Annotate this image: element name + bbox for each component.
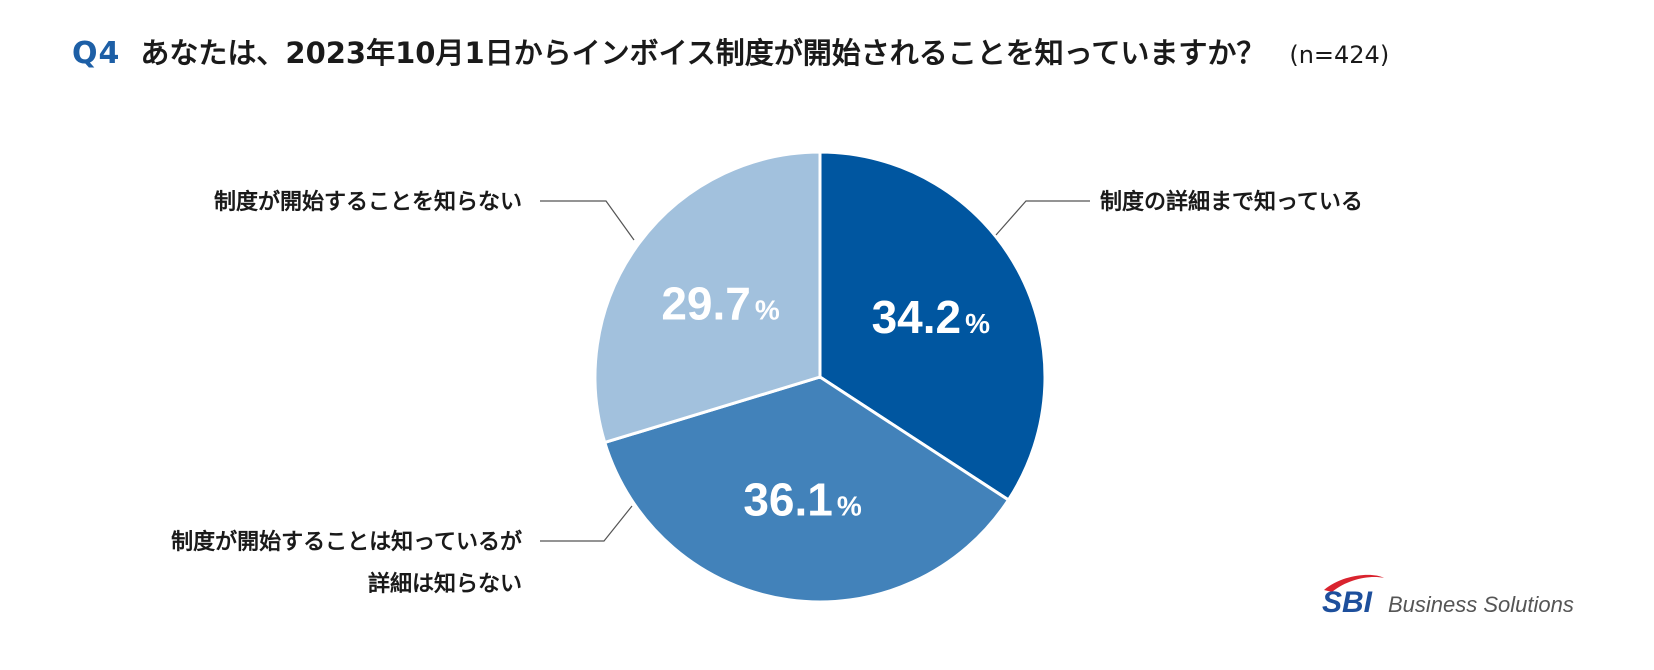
slice-percent-label: 34.2% <box>872 291 991 343</box>
question-number: Q4 <box>72 36 121 71</box>
slice-percent-label: 36.1% <box>743 474 862 526</box>
slice-category-label: 詳細は知らない <box>368 571 522 597</box>
sbi-business-solutions-logo: SBI Business Solutions <box>1322 574 1574 619</box>
sample-size: (n=424) <box>1289 41 1390 69</box>
question-text: あなたは、2023年10月1日からインボイス制度が開始されることを知っていますか… <box>140 36 1266 70</box>
leader-lines <box>540 200 1090 542</box>
slice-percent-label: 29.7% <box>661 277 780 329</box>
slice-category-label: 制度が開始することは知っているが <box>171 529 522 555</box>
pie-slices <box>593 150 1047 604</box>
pie-slice <box>593 150 822 444</box>
chart-title: Q4 あなたは、2023年10月1日からインボイス制度が開始されることを知ってい… <box>72 30 1389 74</box>
logo-swoosh-icon <box>1324 574 1384 592</box>
logo-text: Business Solutions <box>1388 592 1574 617</box>
leader-line <box>540 505 633 542</box>
logo-brand: SBI <box>1322 586 1373 619</box>
slice-category-label: 制度の詳細まで知っている <box>1100 189 1363 215</box>
leader-line <box>995 200 1090 236</box>
slice-category-label: 制度が開始することを知らない <box>214 189 522 215</box>
pie-slice <box>603 375 1010 604</box>
leader-line <box>540 200 635 241</box>
percent-labels: 34.2 % 36.1 % 29.7% <box>661 277 990 525</box>
